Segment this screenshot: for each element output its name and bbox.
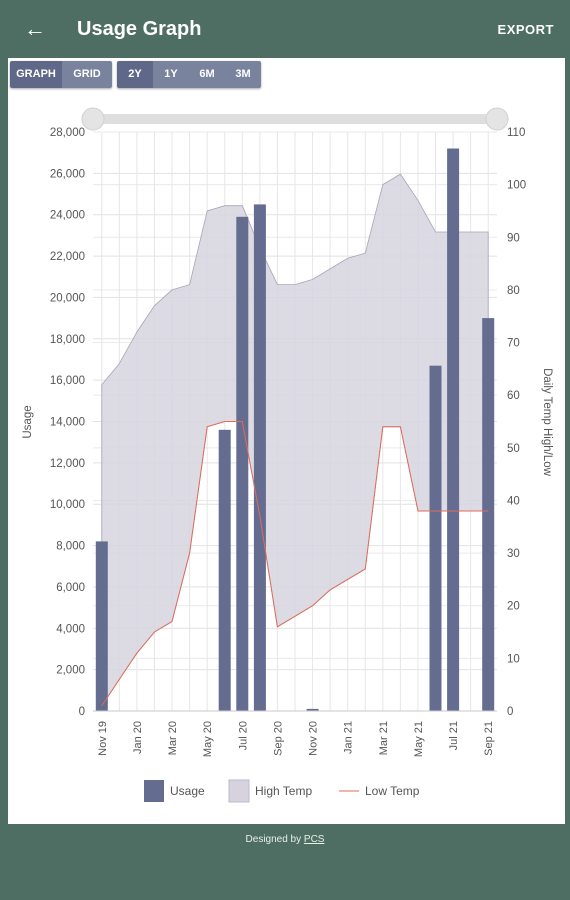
y2-tick-label: 80 (507, 285, 520, 297)
usage-bar (254, 204, 266, 711)
y-tick-label: 28,000 (50, 127, 85, 139)
x-tick-label: Nov 19 (97, 721, 109, 756)
x-tick-label: Jul 21 (448, 721, 460, 750)
usage-bar (482, 318, 494, 711)
y-tick-label: 24,000 (50, 210, 85, 222)
x-tick-label: May 21 (413, 721, 425, 757)
legend-high-temp-swatch (229, 780, 249, 802)
range-slider-handle-right[interactable] (486, 108, 508, 130)
y-tick-label: 2,000 (56, 665, 85, 677)
y2-tick-label: 100 (507, 180, 526, 192)
y2-tick-label: 0 (507, 706, 513, 718)
y2-tick-label: 20 (507, 601, 520, 613)
y2-tick-label: 40 (507, 495, 520, 507)
y2-axis-label: Daily Temp High/Low (541, 368, 553, 477)
y2-tick-label: 90 (507, 232, 520, 244)
footer: Designed by PCS (0, 834, 570, 845)
x-tick-label: Jan 20 (132, 721, 144, 754)
usage-bar (447, 149, 459, 712)
y-tick-label: 0 (79, 706, 85, 718)
usage-chart: 0 2,000 4,000 6,000 8,000 10,000 12,000 14,000 1… (8, 58, 565, 824)
y2-tick-label: 60 (507, 390, 520, 402)
x-tick-label: Nov 20 (308, 721, 320, 756)
y-axis-label: Usage (22, 405, 34, 438)
y2-tick-label: 10 (507, 653, 520, 665)
legend-low-temp-label: Low Temp (365, 784, 420, 798)
usage-bar (219, 430, 231, 711)
x-tick-label: Sep 20 (272, 721, 284, 756)
app-bar: ← Usage Graph EXPORT (0, 0, 570, 58)
y-tick-label: 18,000 (50, 334, 85, 346)
y-tick-label: 16,000 (50, 375, 85, 387)
y2-tick-label: 30 (507, 548, 520, 560)
y-tick-label: 8,000 (56, 541, 85, 553)
y-tick-label: 4,000 (56, 623, 85, 635)
chart-card: GRAPH GRID 2Y 1Y 6M 3M 0 2,000 4,000 6,000 8,000… (8, 58, 565, 824)
export-button[interactable]: EXPORT (498, 22, 554, 37)
usage-bar (96, 541, 108, 711)
x-tick-label: May 20 (202, 721, 214, 757)
x-tick-label: Jan 21 (343, 721, 355, 754)
legend-usage-label: Usage (170, 784, 205, 798)
y2-tick-label: 50 (507, 443, 520, 455)
legend-high-temp-label: High Temp (255, 784, 312, 798)
back-arrow-icon[interactable]: ← (22, 16, 48, 42)
y2-tick-label: 110 (507, 127, 525, 139)
y-tick-label: 10,000 (50, 499, 85, 511)
x-tick-label: Sep 21 (483, 721, 495, 756)
y-tick-label: 22,000 (50, 251, 85, 263)
x-tick-label: Mar 21 (378, 721, 390, 755)
x-tick-label: Mar 20 (167, 721, 179, 755)
y-tick-label: 12,000 (50, 458, 85, 470)
footer-prefix: Designed by (246, 834, 304, 845)
y-tick-label: 6,000 (56, 582, 85, 594)
footer-link[interactable]: PCS (304, 834, 325, 845)
y-tick-label: 20,000 (50, 292, 85, 304)
y-tick-label: 14,000 (50, 417, 85, 429)
chart-legend: Usage High Temp Low Temp (144, 780, 420, 802)
y2-tick-label: 70 (507, 338, 520, 350)
range-slider-handle-left[interactable] (82, 108, 104, 130)
usage-bar (430, 366, 442, 711)
y-tick-label: 26,000 (50, 168, 85, 180)
page-title: Usage Graph (77, 18, 201, 41)
x-tick-label: Jul 20 (237, 721, 249, 750)
usage-bar (236, 217, 248, 711)
legend-usage-swatch (144, 780, 164, 802)
range-slider-track (93, 114, 497, 124)
